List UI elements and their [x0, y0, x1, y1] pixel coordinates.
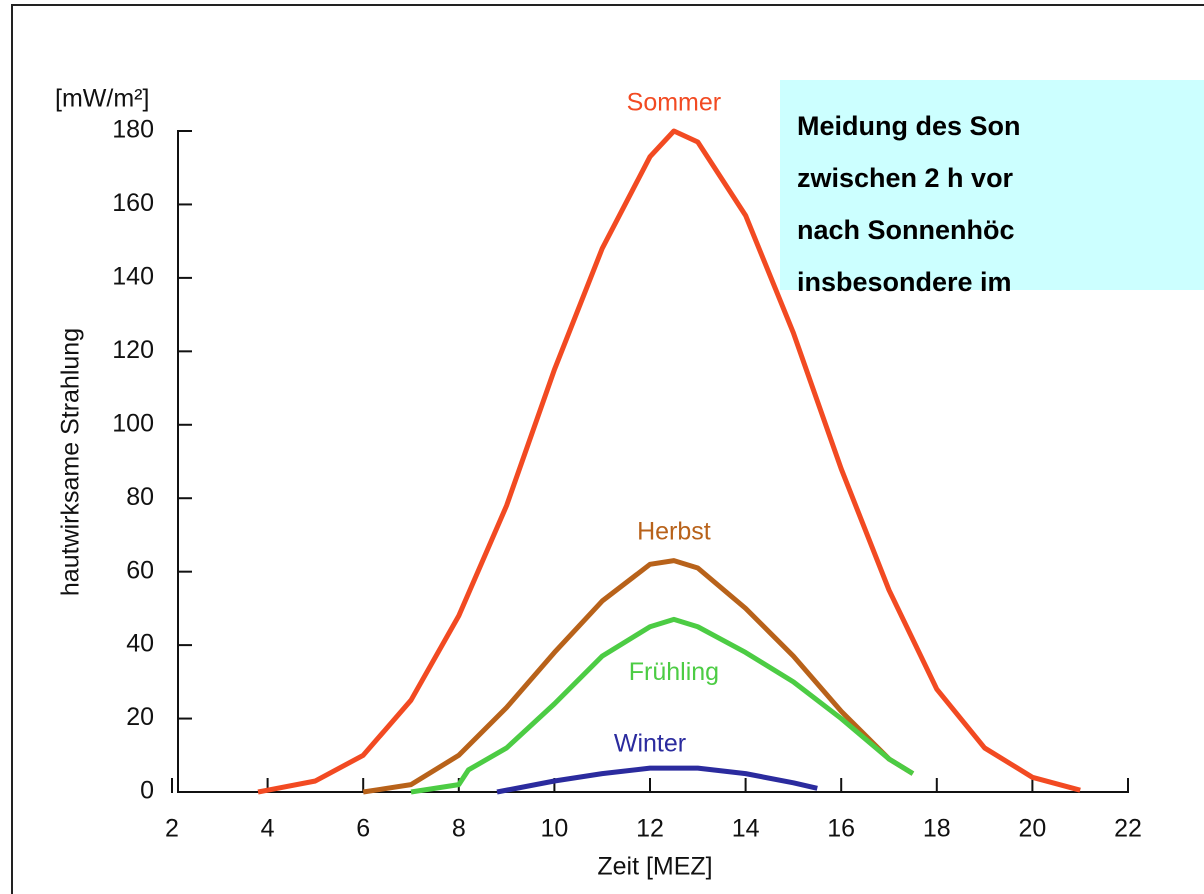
x-axis-label: Zeit [MEZ]: [597, 853, 712, 881]
note-box: [780, 80, 1204, 290]
x-tick-label: 20: [1018, 815, 1046, 843]
x-tick-label: 8: [452, 815, 466, 843]
note-line: Meidung des Son: [797, 111, 1021, 141]
frame: [11, 4, 1204, 894]
series-line: [496, 765, 818, 795]
x-tick-label: 2: [165, 815, 179, 843]
y-tick-label: 80: [126, 483, 154, 511]
y-tick-label: 40: [126, 630, 154, 658]
x-tick-label: 18: [923, 815, 951, 843]
note-line: nach Sonnenhöc: [797, 215, 1015, 245]
x-tick-label: 10: [540, 815, 568, 843]
y-tick-label: 160: [112, 189, 154, 217]
series-line: [362, 558, 915, 795]
y-tick-label: 180: [112, 116, 154, 144]
y-tick-label: 60: [126, 556, 154, 584]
y-unit: [mW/m²]: [55, 85, 149, 113]
y-tick-label: 140: [112, 262, 154, 290]
x-tick-label: 14: [732, 815, 760, 843]
x-tick-label: 22: [1114, 815, 1142, 843]
y-axis-label: hautwirksame Strahlung: [57, 328, 85, 596]
y-tick-label: 0: [140, 777, 154, 805]
series-label: Frühling: [629, 658, 719, 686]
note-line: insbesondere im: [797, 267, 1012, 297]
x-tick-label: 4: [261, 815, 275, 843]
series-label: Winter: [614, 730, 686, 758]
x-tick-label: 12: [636, 815, 664, 843]
y-tick-label: 20: [126, 703, 154, 731]
x-tick-label: 6: [356, 815, 370, 843]
series-label: Sommer: [627, 89, 721, 117]
x-tick-label: 16: [827, 815, 855, 843]
series-line: [257, 128, 1081, 795]
series-line: [410, 616, 915, 795]
series-label: Herbst: [637, 517, 711, 545]
note-line: zwischen 2 h vor: [797, 163, 1014, 193]
y-tick-label: 120: [112, 336, 154, 364]
y-tick-label: 100: [112, 409, 154, 437]
